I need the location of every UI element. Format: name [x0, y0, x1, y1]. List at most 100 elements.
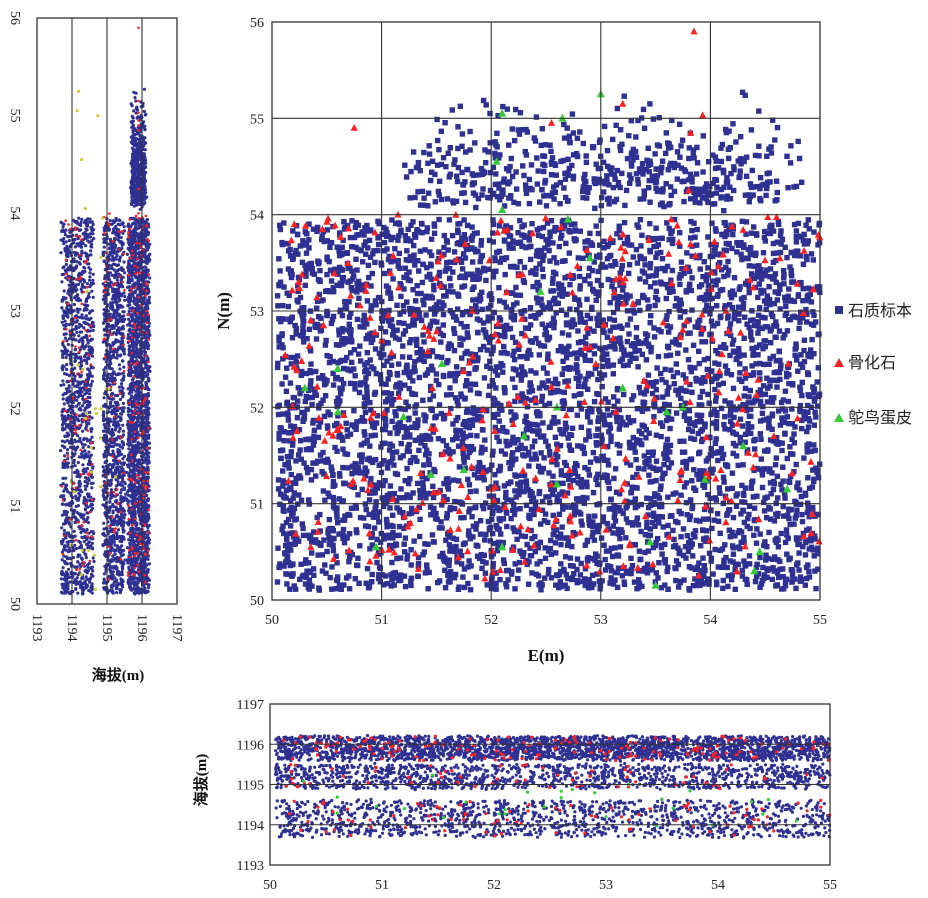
plan-point-stone [402, 542, 407, 547]
plan-point-stone [505, 577, 510, 582]
plan-point-stone [623, 505, 628, 510]
plan-point-stone [765, 448, 770, 453]
plan-point-stone [415, 481, 420, 486]
plan-point-stone [431, 287, 436, 292]
plan-point-stone [468, 381, 473, 386]
plan-point-stone [459, 144, 464, 149]
plan-point-stone [786, 421, 791, 426]
plan-point-stone [788, 143, 793, 148]
plan-point-stone [557, 201, 562, 206]
plan-point-stone [642, 126, 647, 131]
plan-point-stone [800, 544, 805, 549]
plan-point-stone [780, 479, 785, 484]
plan-point-stone [510, 353, 515, 358]
plan-point-stone [646, 372, 651, 377]
plan-point-stone [728, 321, 733, 326]
plan-point-stone [428, 178, 433, 183]
plan-point-stone [510, 335, 515, 340]
plan-point-stone [345, 280, 350, 285]
plan-point-stone [586, 434, 591, 439]
plan-point-stone [430, 484, 435, 489]
plan-point-stone [620, 287, 625, 292]
plan-point-stone [506, 326, 511, 331]
plan-point-stone [762, 273, 767, 278]
plan-point-stone [813, 414, 818, 419]
plan-point-stone [337, 496, 342, 501]
plan-point-stone [277, 268, 282, 273]
plan-point-stone [736, 545, 741, 550]
plan-point-stone [448, 283, 453, 288]
plan-point-stone [755, 330, 760, 335]
plan-point-stone [317, 268, 322, 273]
plan-point-stone [528, 493, 533, 498]
plan-point-stone [736, 463, 741, 468]
plan-point-stone [747, 553, 752, 558]
plan-point-stone [546, 567, 551, 572]
plan-point-stone [452, 348, 457, 353]
plan-point-stone [540, 582, 545, 587]
plan-point-stone [364, 507, 369, 512]
plan-point-stone [513, 285, 518, 290]
plan-point-stone [664, 313, 669, 318]
plan-point-stone [675, 149, 680, 154]
plan-point-stone [767, 383, 772, 388]
plan-point-stone [445, 196, 450, 201]
plan-point-stone [434, 354, 439, 359]
plan-point-stone [459, 170, 464, 175]
plan-point-stone [800, 519, 805, 524]
plan-point-stone [612, 346, 617, 351]
plan-point-stone [446, 480, 451, 485]
plan-point-stone [813, 586, 818, 591]
plan-point-stone [805, 510, 810, 515]
plan-point-stone [311, 227, 316, 232]
plan-point-stone [452, 506, 457, 511]
plan-point-stone [329, 587, 334, 592]
plan-point-stone [295, 398, 300, 403]
plan-point-stone [768, 231, 773, 236]
plan-point-stone [408, 169, 413, 174]
plan-point-stone [512, 138, 517, 143]
plan-point-stone [367, 238, 372, 243]
plan-point-stone [686, 586, 691, 591]
plan-point-stone [795, 369, 800, 374]
plan-point-stone [354, 562, 359, 567]
plan-point-stone [467, 450, 472, 455]
plan-point-stone [432, 223, 437, 228]
plan-point-stone [323, 381, 328, 386]
plan-point-stone [430, 159, 435, 164]
plan-point-stone [787, 264, 792, 269]
plan-point-stone [329, 564, 334, 569]
plan-point-stone [628, 500, 633, 505]
plan-point-stone [713, 154, 718, 159]
plan-point-stone [548, 538, 553, 543]
plan-point-stone [385, 581, 390, 586]
plan-point-stone [397, 524, 402, 529]
plan-point-stone [752, 264, 757, 269]
plan-point-stone [751, 224, 756, 229]
plan-point-stone [804, 319, 809, 324]
plan-point-stone [420, 398, 425, 403]
plan-point-stone [572, 512, 577, 517]
plan-point-stone [311, 538, 316, 543]
plan-point-stone [676, 584, 681, 589]
plan-point-stone [325, 457, 330, 462]
plan-point-stone [730, 486, 735, 491]
plan-point-stone [791, 431, 796, 436]
plan-point-stone [506, 142, 511, 147]
plan-point-stone [502, 334, 507, 339]
plan-point-stone [502, 350, 507, 355]
plan-point-stone [447, 542, 452, 547]
plan-point-stone [677, 509, 682, 514]
plan-point-stone [796, 326, 801, 331]
plan-point-stone [794, 462, 799, 467]
plan-point-stone [608, 439, 613, 444]
plan-point-stone [575, 328, 580, 333]
plan-point-stone [689, 275, 694, 280]
plan-point-stone [422, 247, 427, 252]
plan-point-stone [668, 368, 673, 373]
plan-point-stone [702, 485, 707, 490]
plan-point-stone [297, 577, 302, 582]
plan-point-stone [325, 491, 330, 496]
plan-point-stone [584, 297, 589, 302]
plan-point-stone [556, 389, 561, 394]
